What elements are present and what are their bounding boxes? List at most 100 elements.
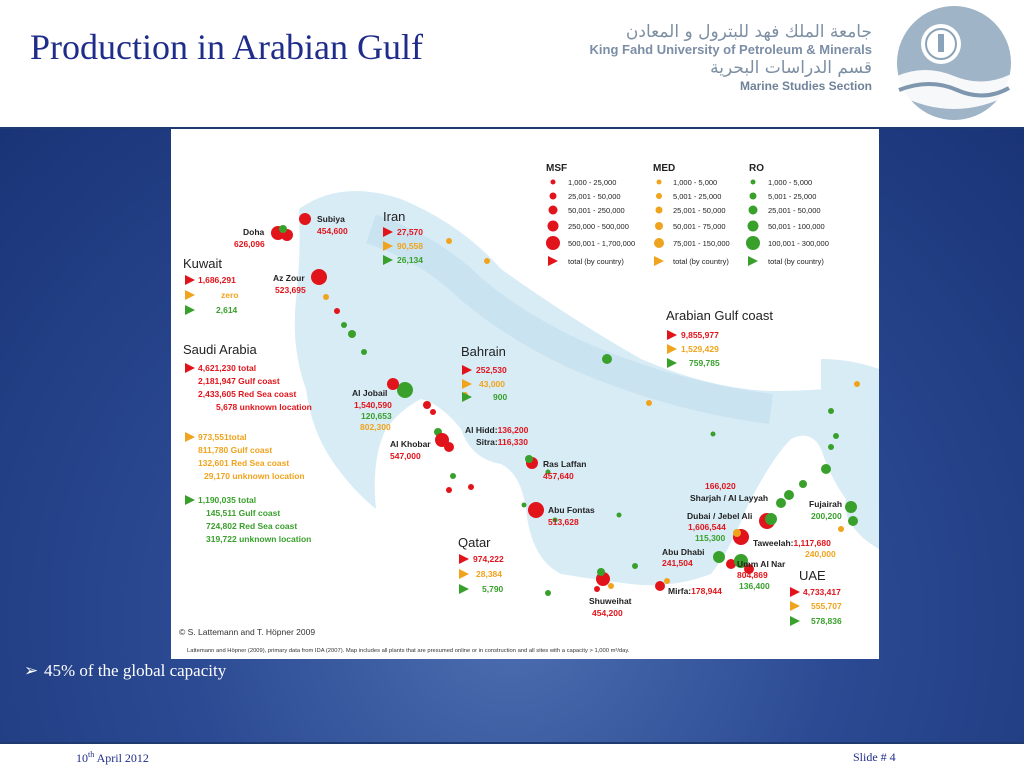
map-svg: MSF MED RO 1,000 - 25,000 25,001 - 50,00… (171, 129, 879, 659)
site-labels: Doha 626,096 Subiya 454,600 Az Zour 523,… (234, 214, 842, 618)
taweelah-med: 240,000 (805, 549, 836, 559)
legend-med-5: 75,001 - 150,000 (673, 239, 730, 248)
jobail-ro: 120,653 (361, 411, 392, 421)
fontas-val: 513,628 (548, 517, 579, 527)
qatar-name: Qatar (458, 535, 491, 550)
saudi-ro-3: 319,722 unknown location (206, 534, 311, 544)
country-uae: UAE 4,733,417 555,707 578,836 (790, 568, 842, 626)
kuwait-ro: 2,614 (216, 305, 238, 315)
map-source: Lattemann and Höpner (2009), primary dat… (187, 648, 630, 654)
abudhabi-val: 241,504 (662, 558, 693, 568)
country-qatar: Qatar 974,222 28,384 5,790 (458, 535, 504, 594)
legend-ro-3: 25,001 - 50,000 (768, 206, 821, 215)
fujairah-name: Fujairah (809, 499, 842, 509)
uae-msf: 4,733,417 (803, 587, 841, 597)
slide-body: MSF MED RO 1,000 - 25,000 25,001 - 50,00… (0, 129, 1024, 742)
doha-val: 626,096 (234, 239, 265, 249)
dubai-msf: 1,606,544 (688, 522, 726, 532)
legend-med-3: 25,001 - 50,000 (673, 206, 726, 215)
jobail-name: Al Jobail (352, 388, 387, 398)
umm-ro: 136,400 (739, 581, 770, 591)
sitra-label: Sitra:116,330 (476, 437, 528, 447)
bullet-point: ➢ 45% of the global capacity (24, 661, 226, 681)
site-umm-marker (734, 554, 748, 568)
country-kuwait: Kuwait 1,686,291 zero 2,614 (183, 256, 238, 315)
iran-ro: 26,134 (397, 255, 423, 265)
saudi-msf-0: 4,621,230 total (198, 363, 256, 373)
logo-english-university: King Fahd University of Petroleum & Mine… (589, 42, 872, 57)
saudi-ro-1: 145,511 Gulf coast (206, 508, 280, 518)
kuwait-med: zero (221, 290, 238, 300)
site-azzour-marker (311, 269, 327, 285)
saudi-med-0: 973,551total (198, 432, 247, 442)
iran-name: Iran (383, 209, 405, 224)
jobail-med: 802,300 (360, 422, 391, 432)
logo-english-section: Marine Studies Section (739, 79, 872, 93)
saudi-msf-2: 2,433,605 Red Sea coast (198, 389, 296, 399)
gulf-desalination-map: MSF MED RO 1,000 - 25,000 25,001 - 50,00… (171, 129, 879, 659)
legend-ro-title: RO (749, 163, 764, 174)
slide-header: Production in Arabian Gulf جامعة الملك ف… (0, 0, 1024, 129)
legend-med-1: 1,000 - 5,000 (673, 178, 717, 187)
saudi-msf-3: 5,678 unknown location (216, 402, 312, 412)
kuwait-msf: 1,686,291 (198, 275, 236, 285)
uae-ro: 578,836 (811, 616, 842, 626)
legend-ro-1: 1,000 - 5,000 (768, 178, 812, 187)
site-subiya-marker (299, 213, 311, 225)
country-saudi: Saudi Arabia 4,621,230 total 2,181,947 G… (183, 342, 312, 544)
university-logo-text: جامعة الملك فهد للبترول و المعادن King F… (590, 22, 872, 94)
sharjah-val: 166,020 (705, 481, 736, 491)
legend-ro-5: 100,001 - 300,000 (768, 239, 829, 248)
saudi-med-1: 811,780 Gulf coast (198, 445, 272, 455)
shuweihat-name: Shuweihat (589, 596, 632, 606)
saudi-name: Saudi Arabia (183, 342, 257, 357)
iran-msf: 27,570 (397, 227, 423, 237)
saudi-ro-0: 1,190,035 total (198, 495, 256, 505)
bahrain-msf: 252,530 (476, 365, 507, 375)
bahrain-ro: 900 (493, 392, 507, 402)
khobar-val: 547,000 (390, 451, 421, 461)
saudi-msf-1: 2,181,947 Gulf coast (198, 376, 280, 386)
saudi-med-2: 132,601 Red Sea coast (198, 458, 289, 468)
region-gulf-coast: Arabian Gulf coast 9,855,977 1,529,429 7… (666, 308, 773, 368)
laffan-name: Ras Laffan (543, 459, 586, 469)
site-markers (271, 213, 860, 596)
abudhabi-name: Abu Dhabi (662, 547, 705, 557)
taweelah-label: Taweelah:1,117,680 (753, 538, 831, 548)
jobail-msf: 1,540,590 (354, 400, 392, 410)
subiya-val: 454,600 (317, 226, 348, 236)
legend-msf-3: 50,001 - 250,000 (568, 206, 625, 215)
site-sharjah-marker (776, 498, 786, 508)
slide-number: Slide # 4 (853, 750, 896, 764)
gulf-coast-msf: 9,855,977 (681, 330, 719, 340)
qatar-ro: 5,790 (482, 584, 504, 594)
legend-msf-2: 25,001 - 50,000 (568, 192, 621, 201)
mirfa-label: Mirfa:178,944 (668, 586, 722, 596)
site-mirfa-marker (655, 581, 665, 591)
khobar-name: Al Khobar (390, 439, 431, 449)
azzour-name: Az Zour (273, 273, 305, 283)
laffan-val: 457,640 (543, 471, 574, 481)
legend-msf-4: 250,000 - 500,000 (568, 222, 629, 231)
uae-med: 555,707 (811, 601, 842, 611)
logo-arabic-section: قسم الدراسات البحرية (710, 58, 872, 78)
slide-title: Production in Arabian Gulf (30, 27, 423, 67)
map-copyright: © S. Lattemann and T. Höpner 2009 (179, 627, 315, 637)
legend-med-title: MED (653, 163, 675, 174)
oman-gulf-water (821, 359, 879, 549)
kfupm-emblem-icon (897, 6, 1011, 120)
hidd-label: Al Hidd:136,200 (465, 425, 529, 435)
saudi-ro-2: 724,802 Red Sea coast (206, 521, 297, 531)
qatar-med: 28,384 (476, 569, 502, 579)
kuwait-name: Kuwait (183, 256, 222, 271)
sharjah-name: Sharjah / Al Layyah (690, 493, 768, 503)
legend-med-6: total (by country) (673, 257, 729, 266)
fujairah-val: 200,200 (811, 511, 842, 521)
country-iran: Iran 27,570 90,558 26,134 (383, 209, 423, 265)
site-fujairah-marker (845, 501, 857, 513)
map-legend: MSF MED RO 1,000 - 25,000 25,001 - 50,00… (546, 163, 829, 266)
gulf-coast-ro: 759,785 (689, 358, 720, 368)
uae-name: UAE (799, 568, 826, 583)
legend-msf-title: MSF (546, 163, 567, 174)
site-jobail-marker (397, 382, 413, 398)
